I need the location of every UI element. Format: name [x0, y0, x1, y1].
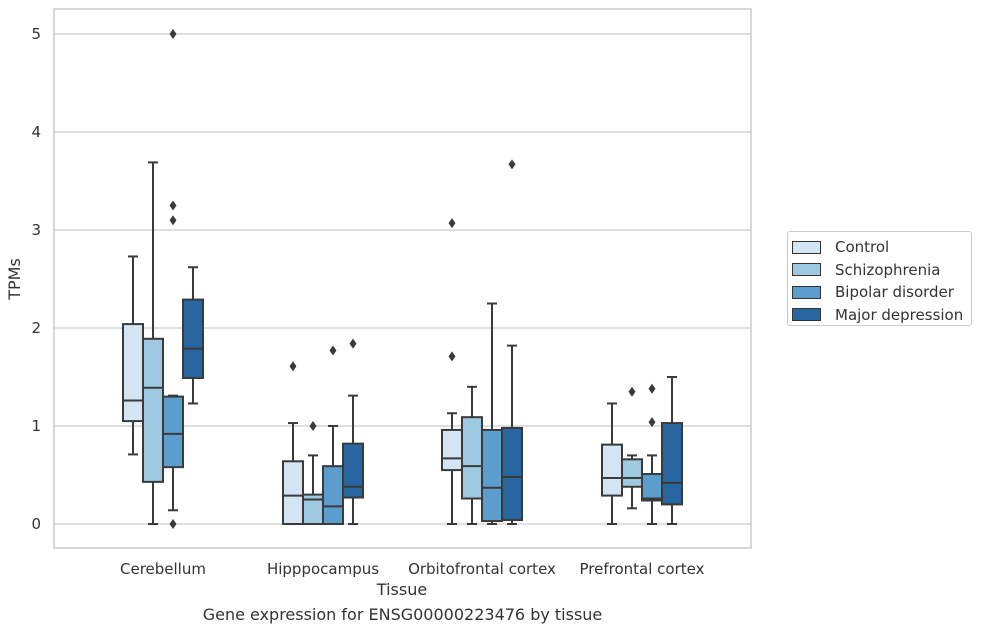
box-bipolar-disorder: [641, 383, 663, 525]
legend-item: Major depression: [792, 304, 971, 327]
box-major-depression: [661, 376, 683, 525]
outlier-point: [349, 338, 357, 349]
x-axis-label: Tissue: [376, 580, 427, 599]
legend-swatch: [792, 263, 821, 277]
outlier-point: [289, 361, 297, 372]
legend-label: Bipolar disorder: [835, 283, 954, 302]
y-tick-label: 2: [31, 319, 41, 337]
box-iqr: [122, 323, 144, 423]
y-tick-label: 1: [31, 417, 41, 435]
outlier-point: [648, 417, 656, 428]
box-iqr: [461, 416, 483, 500]
y-tick-labels: 0 1 2 3 4 5: [31, 25, 41, 533]
outlier-point: [448, 351, 456, 362]
box-plot-marks: [122, 29, 683, 529]
legend-item: Bipolar disorder: [792, 281, 971, 304]
box-iqr: [441, 428, 463, 472]
outlier-point: [329, 345, 337, 356]
outlier-point: [508, 159, 516, 170]
box-bipolar-disorder: [162, 29, 184, 529]
box-iqr: [162, 395, 184, 469]
outlier-point: [628, 386, 636, 397]
y-axis-label: TPMs: [5, 258, 24, 301]
outlier-point: [169, 200, 177, 211]
y-tick-label: 5: [31, 25, 41, 43]
box-iqr: [282, 460, 304, 525]
box-iqr: [342, 442, 364, 499]
box-iqr: [621, 458, 643, 488]
box-iqr: [481, 428, 503, 523]
y-tick-label: 0: [31, 515, 41, 533]
x-tick-label: Orbitofrontal cortex: [408, 560, 556, 578]
legend-label: Control: [835, 238, 890, 257]
box-schizophrenia: [142, 161, 164, 525]
legend-label: Schizophrenia: [835, 260, 941, 279]
x-tick-label: Cerebellum: [120, 560, 206, 578]
legend-swatch: [792, 240, 821, 254]
box-major-depression: [342, 338, 364, 525]
outlier-point: [169, 215, 177, 226]
x-tick-labels: Cerebellum Hipppocampus Orbitofrontal cort…: [120, 560, 705, 578]
legend-swatch: [792, 308, 821, 322]
legend: Control Schizophrenia Bipolar disorder Majo…: [787, 231, 972, 326]
outlier-point: [648, 383, 656, 394]
box-iqr: [501, 426, 523, 522]
box-bipolar-disorder: [481, 302, 503, 525]
box-control: [441, 218, 463, 525]
legend-item: Control: [792, 236, 971, 259]
figure-caption: Gene expression for ENSG00000223476 by t…: [202, 605, 603, 624]
box-control: [282, 361, 304, 525]
y-tick-label: 4: [31, 123, 41, 141]
y-tick-label: 3: [31, 221, 41, 239]
x-tick-label: Hipppocampus: [267, 560, 379, 578]
legend-label: Major depression: [835, 305, 964, 324]
box-iqr: [661, 422, 683, 506]
outlier-point: [169, 29, 177, 39]
outlier-point: [448, 218, 456, 229]
box-iqr: [142, 337, 164, 483]
box-iqr: [601, 443, 623, 497]
x-tick-label: Prefrontal cortex: [580, 560, 705, 578]
box-major-depression: [501, 159, 523, 525]
outlier-point: [309, 421, 317, 431]
box-iqr: [641, 473, 663, 502]
box-major-depression: [182, 266, 204, 405]
legend-item: Schizophrenia: [792, 259, 971, 282]
box-iqr: [322, 465, 344, 525]
outlier-point: [169, 519, 177, 529]
legend-swatch: [792, 285, 821, 299]
box-iqr: [182, 298, 204, 379]
